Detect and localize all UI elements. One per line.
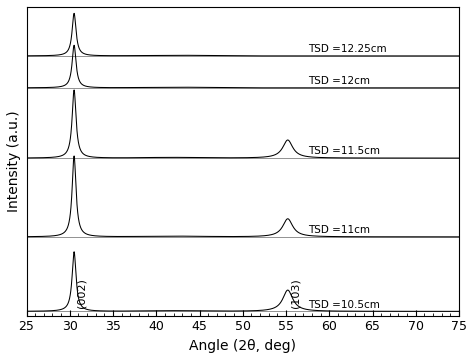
- Text: (002): (002): [76, 278, 86, 308]
- Text: TSD =11.5cm: TSD =11.5cm: [308, 147, 380, 156]
- Y-axis label: Intensity (a.u.): Intensity (a.u.): [7, 111, 21, 212]
- Text: TSD =12cm: TSD =12cm: [308, 76, 370, 86]
- Text: TSD =11cm: TSD =11cm: [308, 225, 370, 235]
- Text: TSD =10.5cm: TSD =10.5cm: [308, 300, 380, 310]
- Text: TSD =12.25cm: TSD =12.25cm: [308, 44, 386, 54]
- X-axis label: Angle (2θ, deg): Angle (2θ, deg): [189, 339, 296, 353]
- Text: (103): (103): [291, 278, 301, 308]
